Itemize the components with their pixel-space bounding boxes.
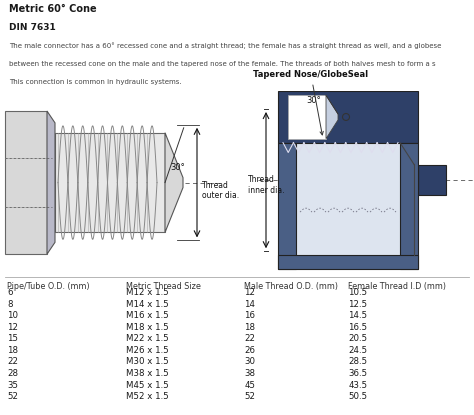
Text: 15: 15 — [7, 334, 18, 343]
Text: M18 x 1.5: M18 x 1.5 — [126, 323, 168, 332]
Text: Tapered Nose/GlobeSeal: Tapered Nose/GlobeSeal — [254, 71, 369, 135]
Text: 16: 16 — [244, 311, 255, 320]
Text: M22 x 1.5: M22 x 1.5 — [126, 334, 168, 343]
Polygon shape — [326, 95, 338, 139]
Text: 30: 30 — [244, 357, 255, 366]
Text: 18: 18 — [244, 323, 255, 332]
Text: between the recessed cone on the male and the tapered nose of the female. The th: between the recessed cone on the male an… — [9, 61, 436, 67]
Bar — [418, 165, 446, 195]
Text: M12 x 1.5: M12 x 1.5 — [126, 288, 168, 297]
Text: 52: 52 — [244, 392, 255, 401]
Text: M38 x 1.5: M38 x 1.5 — [126, 369, 168, 378]
Text: 26: 26 — [244, 346, 255, 355]
Text: 36.5: 36.5 — [348, 369, 367, 378]
Text: The male connector has a 60° recessed cone and a straight thread; the female has: The male connector has a 60° recessed co… — [9, 42, 442, 49]
Text: 28: 28 — [7, 369, 18, 378]
Bar — [55, 133, 165, 232]
Bar — [5, 111, 47, 254]
Text: 10: 10 — [7, 311, 18, 320]
Text: M14 x 1.5: M14 x 1.5 — [126, 300, 168, 309]
Bar — [296, 143, 400, 255]
Text: Metric Thread Size: Metric Thread Size — [126, 282, 201, 290]
Text: 22: 22 — [244, 334, 255, 343]
Text: 6: 6 — [7, 288, 13, 297]
Polygon shape — [165, 133, 183, 232]
Text: Thread
outer dia.: Thread outer dia. — [202, 181, 239, 200]
Text: 22: 22 — [7, 357, 18, 366]
Text: 35: 35 — [7, 381, 18, 390]
Text: 30°: 30° — [170, 163, 185, 172]
Bar — [278, 255, 418, 269]
Text: 45: 45 — [244, 381, 255, 390]
Bar — [278, 143, 296, 269]
Bar — [278, 91, 418, 143]
Polygon shape — [47, 111, 55, 254]
Text: 20.5: 20.5 — [348, 334, 367, 343]
Text: 12.5: 12.5 — [348, 300, 367, 309]
Text: This connection is common in hydraulic systems.: This connection is common in hydraulic s… — [9, 79, 182, 85]
Text: 10.5: 10.5 — [348, 288, 367, 297]
Text: 12: 12 — [244, 288, 255, 297]
Text: M26 x 1.5: M26 x 1.5 — [126, 346, 168, 355]
Text: Pipe/Tube O.D. (mm): Pipe/Tube O.D. (mm) — [7, 282, 90, 290]
Text: 28.5: 28.5 — [348, 357, 367, 366]
Text: 16.5: 16.5 — [348, 323, 367, 332]
Text: Male Thread O.D. (mm): Male Thread O.D. (mm) — [244, 282, 338, 290]
Text: 12: 12 — [7, 323, 18, 332]
Bar — [400, 143, 418, 269]
Text: 30°: 30° — [306, 96, 321, 105]
Text: Female Thread I.D (mm): Female Thread I.D (mm) — [348, 282, 447, 290]
Text: 8: 8 — [7, 300, 13, 309]
Text: 38: 38 — [244, 369, 255, 378]
Text: M30 x 1.5: M30 x 1.5 — [126, 357, 168, 366]
Text: 14.5: 14.5 — [348, 311, 367, 320]
Text: M52 x 1.5: M52 x 1.5 — [126, 392, 168, 401]
Text: 43.5: 43.5 — [348, 381, 367, 390]
Text: DIN 7631: DIN 7631 — [9, 23, 56, 32]
Text: 14: 14 — [244, 300, 255, 309]
Text: 18: 18 — [7, 346, 18, 355]
Text: M45 x 1.5: M45 x 1.5 — [126, 381, 168, 390]
Text: 24.5: 24.5 — [348, 346, 367, 355]
Text: Thread
inner dia.: Thread inner dia. — [248, 176, 284, 195]
Bar — [288, 95, 326, 139]
Text: 50.5: 50.5 — [348, 392, 367, 401]
Text: 52: 52 — [7, 392, 18, 401]
Text: M16 x 1.5: M16 x 1.5 — [126, 311, 168, 320]
Text: Metric 60° Cone: Metric 60° Cone — [9, 4, 97, 14]
